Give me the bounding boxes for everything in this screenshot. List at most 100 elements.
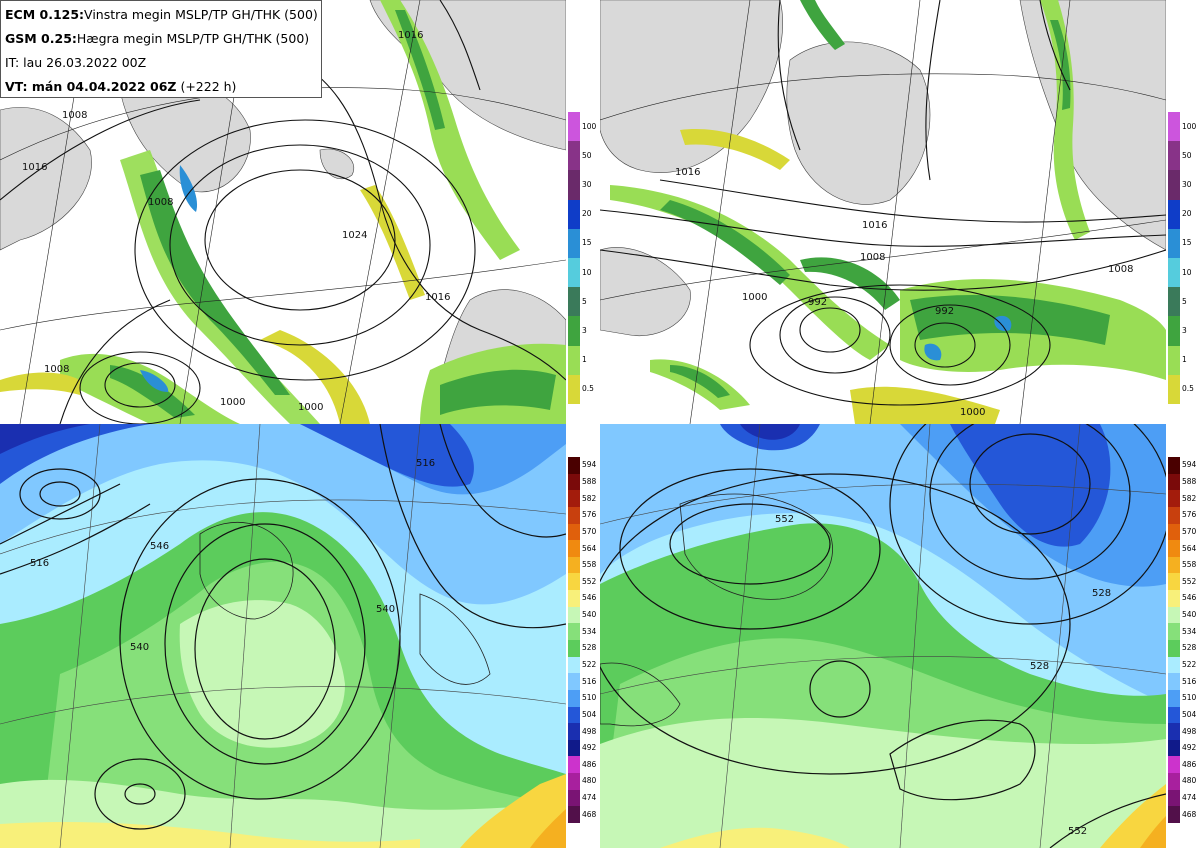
- colorbar-swatch: [568, 556, 580, 574]
- colorbar-swatch: [568, 258, 580, 288]
- colorbar-tick-label: 15: [1182, 238, 1192, 248]
- colorbar-swatch: [568, 673, 580, 691]
- colorbar-tick-label: 534: [582, 626, 597, 636]
- colorbar-tick-label: 588: [582, 476, 597, 486]
- colorbar-tick-label: 486: [582, 759, 597, 769]
- isobar-label: 1016: [398, 30, 423, 41]
- height-label: 516: [30, 558, 49, 569]
- colorbar-tick-label: 50: [582, 150, 592, 160]
- colorbar-swatch: [1168, 673, 1180, 691]
- colorbar-swatch: [1168, 773, 1180, 791]
- colorbar-swatch: [568, 756, 580, 774]
- colorbar-swatch: [1168, 228, 1180, 259]
- colorbar-swatch: [1168, 656, 1180, 674]
- colorbar-swatch: [1168, 345, 1180, 376]
- model-right-line: GSM 0.25:Hægra megin MSLP/TP GH/THK (500…: [5, 27, 317, 51]
- colorbar-swatch: [1168, 490, 1180, 508]
- precip-colorbar-left: 100 50 30 20 15 10 5 3 1 0.5: [568, 112, 596, 405]
- colorbar-swatch: [568, 723, 580, 741]
- isobar-label: 1000: [742, 292, 767, 303]
- forecast-info-box: ECM 0.125:Vinstra megin MSLP/TP GH/THK (…: [0, 0, 322, 98]
- colorbar-tick-label: 540: [1182, 610, 1197, 620]
- forecast-hour: (+222 h): [176, 79, 237, 94]
- colorbar-tick-label: 510: [1182, 693, 1197, 703]
- colorbar-swatch: [568, 170, 580, 201]
- isobar-label: 1008: [1108, 264, 1133, 275]
- colorbar-swatch: [1168, 473, 1180, 491]
- height-label: 516: [416, 458, 435, 469]
- colorbar-tick-label: 516: [582, 676, 597, 686]
- colorbar-tick-label: 3: [1182, 326, 1187, 335]
- colorbar-tick-label: 534: [1182, 626, 1197, 636]
- colorbar-tick-label: 0.5: [582, 384, 594, 394]
- height-label: 540: [130, 642, 149, 653]
- thickness-colorbar-left: 594 588 582 576 570 564 558 552 546 540 534 528 522 5…: [568, 457, 597, 824]
- colorbar-swatch: [568, 590, 580, 608]
- colorbar-swatch: [568, 773, 580, 791]
- height-label: 528: [1092, 588, 1111, 599]
- colorbar-tick-label: 5: [1182, 296, 1187, 306]
- colorbar-tick-label: 552: [582, 576, 597, 586]
- isobar-label: 1008: [44, 364, 69, 375]
- colorbar-tick-label: 3: [582, 326, 587, 335]
- colorbar-tick-label: 594: [582, 460, 597, 470]
- colorbar-tick-label: 558: [582, 560, 597, 570]
- colorbar-swatch: [568, 287, 580, 317]
- colorbar-tick-label: 20: [1182, 209, 1192, 219]
- colorbar-swatch: [568, 540, 580, 558]
- colorbar-swatch: [1168, 606, 1180, 624]
- colorbar-swatch: [568, 316, 580, 347]
- colorbar-tick-label: 570: [582, 526, 597, 536]
- colorbar-swatch: [568, 806, 580, 824]
- colorbar-tick-label: 504: [582, 709, 597, 719]
- initial-time: IT: lau 26.03.2022 00Z: [5, 55, 147, 70]
- colorbar-tick-label: 564: [582, 543, 597, 553]
- colorbar-tick-label: 552: [1182, 576, 1197, 586]
- height-label: 546: [150, 541, 169, 552]
- colorbar-tick-label: 570: [1182, 526, 1197, 536]
- colorbar-tick-label: 588: [1182, 476, 1197, 486]
- colorbar-swatch: [1168, 789, 1180, 807]
- colorbar-swatch: [568, 199, 580, 230]
- colorbar-tick-label: 516: [1182, 676, 1197, 686]
- colorbar-swatch: [1168, 258, 1180, 288]
- gsm-gh-thickness-map: 552 528 528 552: [600, 424, 1166, 848]
- colorbar-tick-label: 474: [582, 793, 597, 803]
- isobar-label: 1000: [298, 402, 323, 413]
- colorbar-swatch: [568, 656, 580, 674]
- isobar-label: 1016: [862, 220, 887, 231]
- colorbar-swatch: [1168, 540, 1180, 558]
- colorbar-swatch: [568, 457, 580, 475]
- colorbar-tick-label: 1: [582, 355, 587, 365]
- colorbar-swatch: [1168, 287, 1180, 317]
- isobar-label: 1008: [62, 110, 87, 121]
- model-right-desc: Hægra megin MSLP/TP GH/THK (500): [76, 31, 310, 46]
- colorbar-swatch: [1168, 590, 1180, 608]
- height-label: 552: [1068, 826, 1087, 837]
- isobar-label: 1000: [960, 407, 985, 418]
- colorbar-swatch: [1168, 723, 1180, 741]
- model-left-desc: Vinstra megin MSLP/TP GH/THK (500): [84, 7, 318, 22]
- colorbar-swatch: [1168, 316, 1180, 347]
- colorbar-tick-label: 492: [1182, 743, 1197, 753]
- colorbar-tick-label: 582: [1182, 493, 1197, 503]
- colorbar-swatch: [568, 141, 580, 171]
- colorbar-tick-label: 540: [582, 610, 597, 620]
- colorbar-swatch: [568, 345, 580, 376]
- model-left-line: ECM 0.125:Vinstra megin MSLP/TP GH/THK (…: [5, 3, 318, 27]
- colorbar-swatch: [568, 490, 580, 508]
- colorbar-swatch: [1168, 141, 1180, 171]
- colorbar-swatch: [568, 374, 580, 405]
- colorbar-swatch: [568, 789, 580, 807]
- colorbar-swatch: [1168, 756, 1180, 774]
- colorbar-tick-label: 0.5: [1182, 384, 1194, 394]
- colorbar-swatch: [1168, 457, 1180, 475]
- colorbar-swatch: [568, 706, 580, 724]
- isobar-label: 1008: [148, 197, 173, 208]
- colorbar-swatch: [568, 689, 580, 708]
- colorbar-tick-label: 20: [582, 209, 592, 219]
- colorbar-swatch: [568, 739, 580, 757]
- colorbar-tick-label: 15: [582, 238, 592, 248]
- colorbar-tick-label: 480: [582, 776, 597, 786]
- precip-colorbar-right: 100 50 30 20 15 10 5 3 1 0.5: [1168, 112, 1196, 405]
